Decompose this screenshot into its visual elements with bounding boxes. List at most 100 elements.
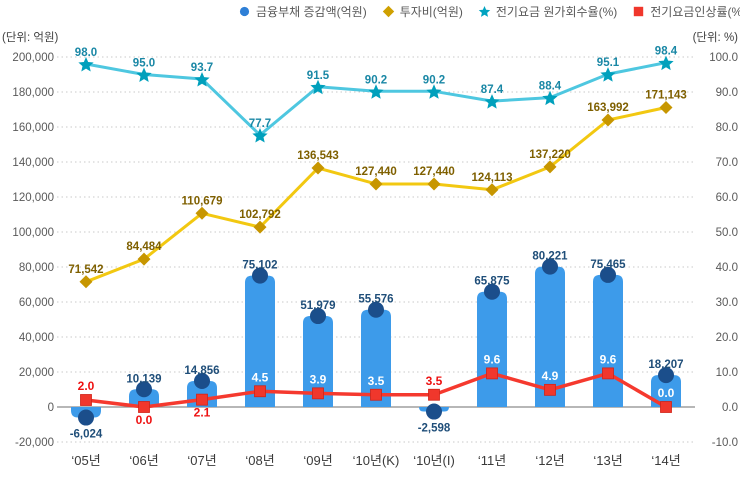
- right-axis-tick-label: 100.0: [709, 52, 738, 64]
- bar-tip-circle: [426, 403, 442, 420]
- legend-star-icon: [478, 5, 491, 17]
- left-axis-tick-label: 200,000: [12, 52, 54, 64]
- bar-tip-circle: [484, 283, 500, 300]
- cost-recovery-star-marker: [368, 84, 384, 99]
- bar-value-label: -2,598: [418, 423, 451, 435]
- legend-square-icon: [634, 6, 644, 16]
- x-axis-tick-label: ‘12년: [535, 453, 564, 468]
- left-axis-tick-label: 80,000: [19, 262, 54, 274]
- rate-square-marker: [660, 401, 672, 413]
- left-axis-tick-label: 60,000: [19, 297, 54, 309]
- bar-4: [303, 316, 333, 407]
- right-axis-tick-label: 20.0: [716, 332, 738, 344]
- invest-diamond-marker: [311, 161, 325, 175]
- invest-value-label: 163,992: [587, 102, 629, 114]
- left-axis-tick-label: 40,000: [19, 332, 54, 344]
- invest-value-label: 127,440: [413, 166, 455, 178]
- invest-diamond-marker: [659, 100, 673, 114]
- right-axis-unit-label: (단위: %): [692, 32, 738, 44]
- rate-square-marker: [196, 393, 208, 406]
- bar-tip-circle: [194, 373, 210, 390]
- rate-value-label: 2.0: [78, 379, 95, 393]
- invest-diamond-marker: [79, 275, 93, 289]
- bar-value-label: 10,139: [126, 373, 161, 385]
- rate-value-label: 4.9: [542, 369, 559, 383]
- right-axis-tick-label: 0.0: [722, 402, 738, 414]
- left-axis-tick-label: 0: [48, 402, 54, 414]
- bar-tip-circle: [310, 308, 326, 325]
- rate-value-label: 3.5: [368, 374, 385, 388]
- legend-circle-icon: [239, 6, 250, 16]
- legend-item-2: 전기요금 원가회수율(%): [478, 3, 617, 20]
- bar-value-label: 80,221: [532, 251, 568, 263]
- left-axis-tick-label: 160,000: [12, 122, 54, 134]
- invest-line: [85, 106, 667, 284]
- bar-tip-circle: [542, 258, 558, 275]
- rate-value-label: 0.0: [658, 386, 675, 400]
- cost-recovery-value-label: 98.0: [75, 47, 97, 59]
- rate-square-marker: [544, 383, 556, 396]
- cost-recovery-value-label: 95.0: [133, 58, 155, 70]
- right-axis-tick-label: 10.0: [716, 367, 738, 379]
- cost-recovery-star-marker: [252, 128, 268, 143]
- cost-recovery-star-marker: [310, 79, 326, 95]
- cost-recovery-value-label: 98.4: [655, 46, 678, 58]
- left-axis-tick-label: 180,000: [12, 87, 54, 99]
- invest-value-label: 171,143: [645, 89, 687, 101]
- legend-item-label: 전기요금 원가회수율(%): [495, 4, 618, 19]
- bar-3: [245, 275, 275, 407]
- invest-diamond-marker: [253, 220, 267, 234]
- rate-square-marker: [602, 367, 614, 380]
- invest-diamond-marker: [195, 206, 209, 220]
- left-axis-tick-label: 140,000: [12, 157, 54, 169]
- cost-recovery-star-marker: [194, 72, 210, 87]
- x-axis-tick-label: ‘06년: [129, 453, 158, 468]
- right-axis-tick-label: 40.0: [716, 262, 738, 274]
- cost-recovery-star-marker: [78, 57, 94, 72]
- cost-recovery-star-marker: [426, 84, 442, 99]
- invest-value-label: 84,484: [126, 241, 162, 253]
- cost-recovery-star-marker: [600, 67, 616, 82]
- bar-tip-circle: [368, 301, 384, 318]
- bar-value-label: 51,979: [300, 300, 335, 312]
- cost-recovery-star-marker: [658, 55, 674, 71]
- bar-9: [593, 274, 623, 407]
- x-axis-tick-label: ‘11년: [478, 453, 506, 468]
- legend-item-1: 투자비(억원): [382, 3, 463, 20]
- left-axis-tick-label: 100,000: [12, 227, 54, 239]
- legend-item-label: 투자비(억원): [399, 4, 463, 19]
- bar-10: [651, 375, 681, 407]
- legend-diamond-icon: [382, 5, 394, 17]
- cost-recovery-star-marker: [484, 94, 500, 109]
- legend-item-0: 금융부채 증감액(억원): [238, 3, 367, 20]
- invest-value-label: 136,543: [297, 150, 339, 162]
- cost-recovery-value-label: 88.4: [539, 81, 562, 93]
- cost-recovery-value-label: 90.2: [423, 74, 445, 86]
- bar-value-label: 14,856: [184, 365, 219, 377]
- rate-value-label: 9.6: [600, 352, 617, 366]
- x-axis-tick-label: ‘08년: [245, 453, 274, 468]
- legend-item-3: 전기요금인상률(%): [632, 3, 740, 20]
- bar-value-label: 75,465: [590, 259, 626, 271]
- bar-tip-circle: [600, 266, 616, 283]
- bar-value-label: 18,207: [648, 359, 683, 371]
- bar-7: [477, 291, 507, 407]
- x-axis-tick-label: ‘13년: [593, 453, 622, 468]
- x-axis-tick-label: ‘10년(K): [353, 453, 400, 468]
- invest-diamond-marker: [137, 252, 151, 266]
- cost-recovery-value-label: 95.1: [597, 57, 620, 69]
- cost-recovery-value-label: 93.7: [191, 62, 213, 74]
- rate-square-marker: [312, 387, 324, 400]
- rate-square-marker: [138, 401, 150, 413]
- right-axis-tick-label: 60.0: [716, 192, 738, 204]
- invest-value-label: 137,220: [529, 149, 571, 161]
- bar-value-label: 55,576: [358, 294, 393, 306]
- rate-value-label: 3.5: [426, 374, 443, 388]
- bar-tip-circle: [136, 381, 152, 398]
- bar-tip-circle: [658, 367, 674, 384]
- cost-recovery-star-marker: [542, 90, 558, 106]
- x-axis-tick-label: ‘09년: [303, 453, 332, 468]
- x-axis-tick-label: ‘14년: [651, 453, 680, 468]
